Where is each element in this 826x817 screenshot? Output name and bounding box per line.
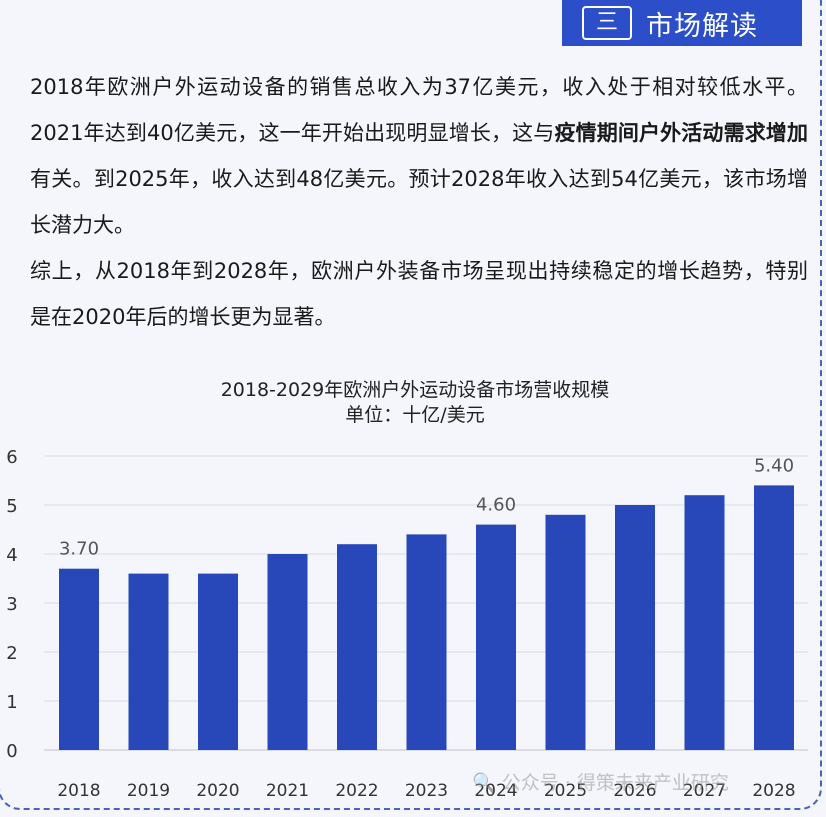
x-tick-label: 2025 <box>544 781 587 801</box>
x-tick-label: 2018 <box>57 781 100 801</box>
y-tick-label: 1 <box>6 692 17 713</box>
article-body: 2018年欧洲户外运动设备的销售总收入为37亿美元，收入处于相对较低水平。202… <box>30 64 808 340</box>
x-tick-label: 2023 <box>405 781 448 801</box>
y-tick-label: 2 <box>6 643 17 664</box>
chart-subtitle: 单位：十亿/美元 <box>345 404 485 426</box>
paragraph-2: 综上，从2018年到2028年，欧洲户外装备市场呈现出持续稳定的增长趋势，特别是… <box>30 259 808 329</box>
paragraph-1-text-a: 2018年欧洲户外运动设备的销售总收入为37亿美元，收入处于相对较低水平。202… <box>30 75 808 145</box>
y-tick-label: 5 <box>6 496 17 517</box>
x-tick-label: 2024 <box>474 781 517 801</box>
section-title: 市场解读 <box>646 10 758 42</box>
x-tick-label: 2027 <box>683 781 726 801</box>
section-number: 三 <box>582 6 632 40</box>
bar <box>684 495 725 750</box>
chart-heading: 2018-2029年欧洲户外运动设备市场营收规模 单位：十亿/美元 <box>0 378 826 428</box>
bar <box>59 568 99 750</box>
bar <box>198 573 238 750</box>
paragraph-1-highlight: 疫情期间户外活动需求增加 <box>554 121 808 145</box>
bar <box>615 505 655 750</box>
bar <box>476 524 516 750</box>
x-tick-label: 2021 <box>266 781 309 801</box>
data-label: 3.70 <box>59 539 99 560</box>
y-tick-label: 4 <box>6 545 17 566</box>
bar <box>406 534 447 750</box>
y-tick-label: 3 <box>6 594 17 615</box>
bar <box>754 485 794 750</box>
bar <box>267 554 308 750</box>
data-label: 5.40 <box>754 455 794 476</box>
x-tick-label: 2019 <box>127 781 170 801</box>
x-tick-label: 2020 <box>196 781 239 801</box>
bar <box>128 573 169 750</box>
x-tick-label: 2028 <box>752 781 795 801</box>
watermark: 🔍 公众号 · 得策未来产业研究 <box>472 772 729 794</box>
paragraph-1: 2018年欧洲户外运动设备的销售总收入为37亿美元，收入处于相对较低水平。202… <box>30 64 808 248</box>
x-tick-label: 2026 <box>613 781 656 801</box>
data-label: 4.60 <box>476 495 516 516</box>
paragraph-1-text-b: 有关。到2025年，收入达到48亿美元。预计2028年收入达到54亿美元，该市场… <box>30 167 808 237</box>
chart-title: 2018-2029年欧洲户外运动设备市场营收规模 <box>220 379 610 401</box>
y-tick-label: 0 <box>6 741 17 762</box>
section-header: 三 市场解读 <box>562 0 802 46</box>
y-tick-label: 6 <box>6 447 17 468</box>
bar <box>545 514 586 750</box>
bar <box>337 544 377 750</box>
x-tick-label: 2022 <box>335 781 378 801</box>
